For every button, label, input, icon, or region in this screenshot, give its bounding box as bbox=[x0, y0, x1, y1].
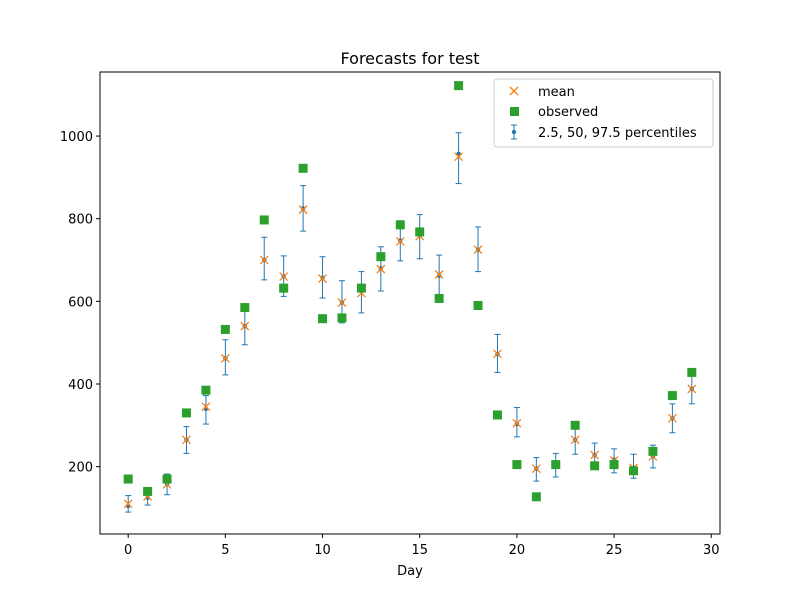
observed-point bbox=[454, 81, 464, 91]
legend: mean observed 2.5, 50, 97.5 percentiles bbox=[493, 78, 714, 148]
observed-point bbox=[395, 220, 405, 230]
x-tick-label: 30 bbox=[703, 543, 720, 558]
observed-point bbox=[648, 446, 658, 456]
x-axis-label: Day bbox=[397, 564, 423, 579]
mean-point bbox=[259, 255, 269, 265]
x-tick-label: 25 bbox=[606, 543, 623, 558]
x-tick-label: 5 bbox=[221, 543, 229, 558]
observed-point bbox=[337, 313, 347, 323]
observed-point bbox=[376, 252, 386, 262]
mean-point bbox=[318, 274, 327, 284]
mean-point bbox=[434, 270, 444, 279]
mean-point bbox=[182, 435, 191, 445]
observed-point bbox=[240, 303, 250, 313]
mean-point bbox=[493, 349, 502, 359]
observed-point bbox=[415, 227, 425, 237]
mean-point bbox=[667, 413, 677, 423]
observed-point bbox=[259, 215, 269, 225]
observed-point bbox=[318, 314, 328, 324]
observed-point bbox=[220, 324, 230, 334]
observed-point bbox=[512, 460, 522, 470]
observed-point bbox=[181, 408, 191, 418]
mean-point bbox=[590, 450, 600, 460]
mean-point bbox=[220, 353, 230, 363]
y-tick-label: 400 bbox=[68, 378, 93, 393]
x-tick-label: 0 bbox=[124, 543, 132, 558]
observed-point bbox=[687, 367, 697, 377]
y-tick-label: 800 bbox=[68, 213, 93, 228]
observed-markers bbox=[123, 81, 697, 502]
mean-point bbox=[201, 402, 211, 412]
x-tick-label: 15 bbox=[411, 543, 428, 558]
mean-point bbox=[298, 205, 308, 215]
x-tick-label: 20 bbox=[509, 543, 526, 558]
observed-point bbox=[162, 474, 172, 484]
observed-point bbox=[473, 300, 483, 310]
mean-point bbox=[512, 418, 522, 428]
median-point bbox=[436, 273, 442, 278]
observed-point bbox=[356, 283, 366, 293]
mean-point bbox=[473, 245, 483, 255]
mean-point bbox=[376, 264, 386, 274]
mean-point bbox=[279, 272, 289, 282]
legend-observed-marker bbox=[510, 107, 519, 116]
chart-title: Forecasts for test bbox=[341, 49, 480, 68]
mean-markers bbox=[123, 152, 697, 509]
observed-point bbox=[570, 420, 580, 430]
observed-point bbox=[201, 385, 211, 395]
mean-point bbox=[454, 152, 464, 162]
legend-mean-label: mean bbox=[538, 85, 575, 100]
y-axis-ticks: 200 400 600 800 1000 bbox=[60, 130, 100, 476]
observed-point bbox=[143, 486, 153, 496]
y-tick-label: 1000 bbox=[60, 130, 93, 145]
x-axis-ticks: 0 5 10 15 20 25 30 bbox=[124, 534, 720, 558]
legend-observed-label: observed bbox=[538, 105, 598, 120]
observed-point bbox=[531, 492, 541, 502]
mean-point bbox=[240, 321, 250, 331]
median-point bbox=[300, 206, 306, 211]
mean-point bbox=[395, 236, 405, 246]
observed-point bbox=[298, 163, 308, 173]
mean-point bbox=[337, 298, 347, 308]
y-tick-label: 200 bbox=[68, 461, 93, 476]
legend-percentiles-marker bbox=[511, 124, 517, 140]
observed-point bbox=[123, 474, 133, 484]
legend-mean-marker bbox=[509, 86, 519, 96]
observed-point bbox=[492, 410, 502, 420]
observed-point bbox=[434, 293, 444, 303]
legend-box bbox=[493, 78, 714, 148]
observed-point bbox=[629, 466, 639, 476]
y-tick-label: 600 bbox=[68, 295, 93, 310]
observed-point bbox=[279, 283, 289, 293]
observed-point bbox=[590, 461, 600, 471]
mean-point bbox=[531, 464, 541, 474]
observed-point bbox=[551, 460, 561, 470]
mean-point bbox=[687, 384, 697, 394]
observed-point bbox=[609, 460, 619, 470]
median-point bbox=[145, 495, 150, 500]
mean-point bbox=[123, 499, 133, 509]
legend-percentiles-label: 2.5, 50, 97.5 percentiles bbox=[538, 126, 697, 141]
observed-point bbox=[667, 391, 677, 401]
mean-point bbox=[570, 435, 580, 445]
x-tick-label: 10 bbox=[314, 543, 331, 558]
